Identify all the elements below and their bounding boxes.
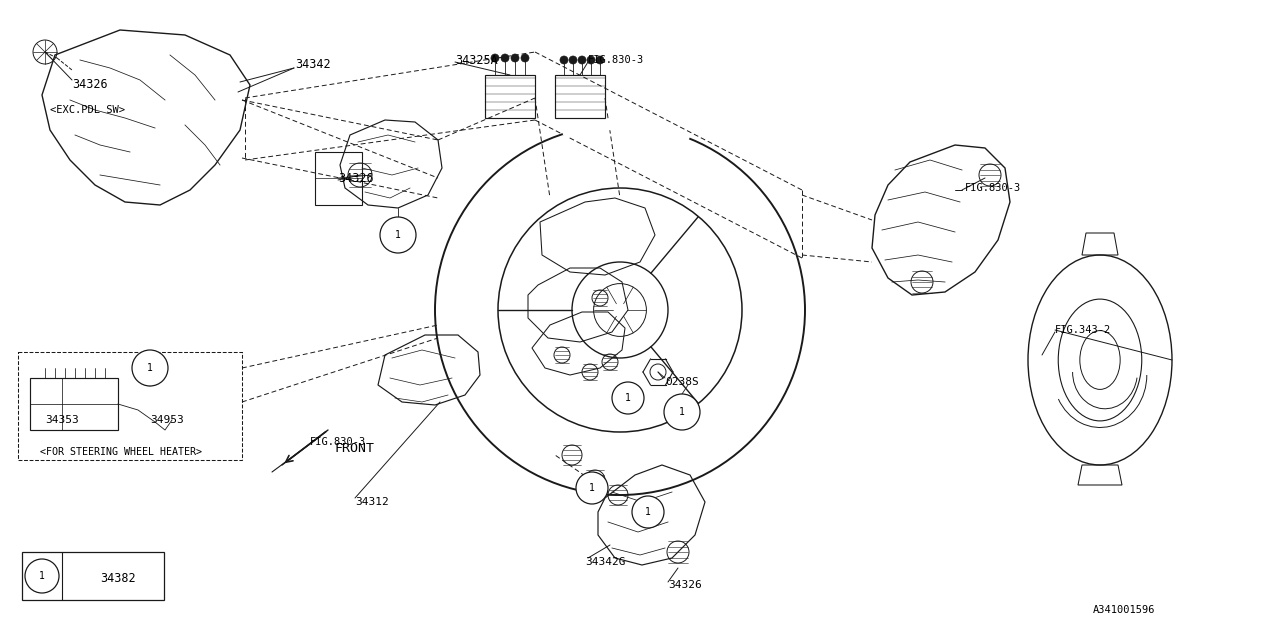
Circle shape [570,56,577,64]
Circle shape [380,217,416,253]
Text: FRONT: FRONT [335,442,375,454]
Text: 34342: 34342 [294,58,330,72]
Circle shape [588,56,595,64]
Text: 34342G: 34342G [585,557,626,567]
Circle shape [26,559,59,593]
Circle shape [664,394,700,430]
Text: <EXC.PDL SW>: <EXC.PDL SW> [50,105,125,115]
Circle shape [579,56,586,64]
Text: 34353: 34353 [45,415,79,425]
Text: 1: 1 [589,483,595,493]
Text: 1: 1 [625,393,631,403]
Text: FIG.830-3: FIG.830-3 [588,55,644,65]
Text: 34953: 34953 [150,415,184,425]
Text: 34312: 34312 [355,497,389,507]
Circle shape [612,382,644,414]
Circle shape [511,54,518,62]
Text: <FOR STEERING WHEEL HEATER>: <FOR STEERING WHEEL HEATER> [40,447,202,457]
Text: FIG.830-3: FIG.830-3 [965,183,1021,193]
Text: 34326: 34326 [668,580,701,590]
Circle shape [132,350,168,386]
Text: 34326: 34326 [338,172,374,184]
Text: FIG.343-2: FIG.343-2 [1055,325,1111,335]
Text: 1: 1 [396,230,401,240]
Circle shape [492,54,499,62]
Text: 1: 1 [147,363,152,373]
Circle shape [632,496,664,528]
Circle shape [561,56,568,64]
Text: 34325A: 34325A [454,54,498,67]
Text: 34382: 34382 [100,572,136,584]
Circle shape [500,54,509,62]
Text: FIG.830-3: FIG.830-3 [310,437,366,447]
Text: 1: 1 [680,407,685,417]
Text: 0238S: 0238S [666,377,699,387]
Circle shape [576,472,608,504]
Text: 1: 1 [40,571,45,581]
Circle shape [521,54,529,62]
Text: A341001596: A341001596 [1093,605,1155,615]
Text: 34326: 34326 [72,79,108,92]
Circle shape [596,56,604,64]
Text: 1: 1 [645,507,652,517]
